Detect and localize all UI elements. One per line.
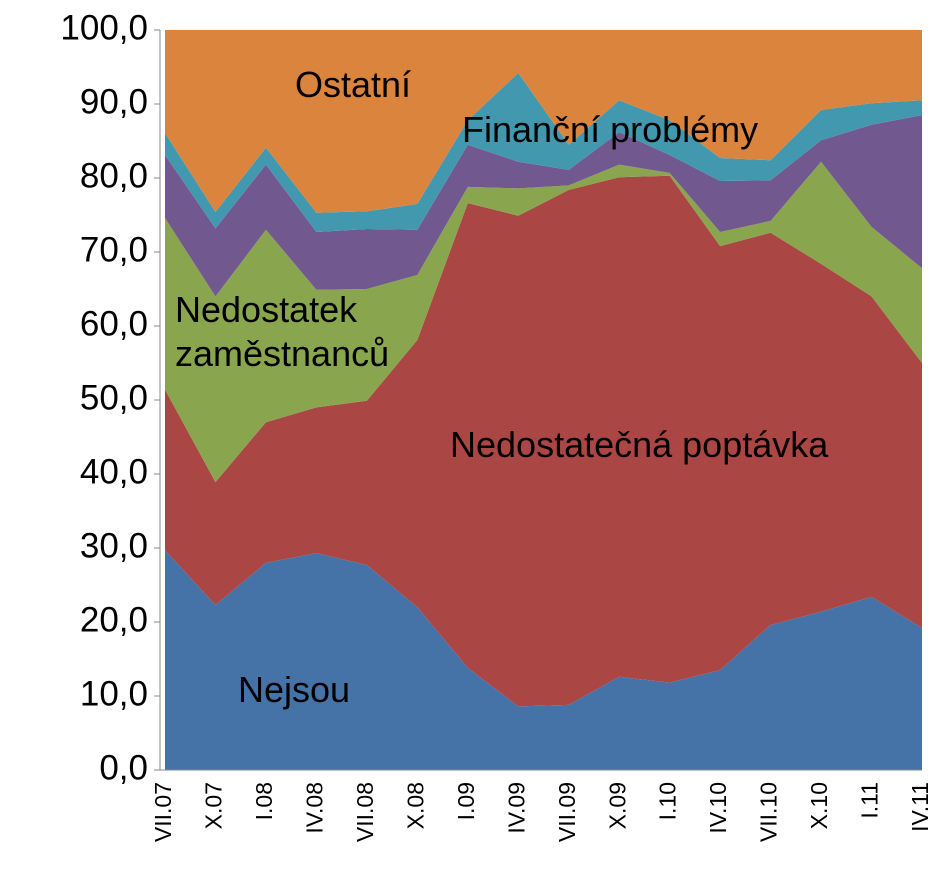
area xyxy=(165,161,922,483)
y-tick-label: 50,0 xyxy=(80,378,148,417)
series-label: Finanční problémy xyxy=(462,109,759,150)
y-tick-label: 20,0 xyxy=(80,600,148,639)
area xyxy=(165,550,922,770)
series-label: Nedostatečná poptávka xyxy=(450,424,829,465)
x-tick-label: I.10 xyxy=(655,782,681,820)
y-tick-label: 70,0 xyxy=(80,230,148,269)
x-tick-label: I.09 xyxy=(453,782,479,820)
area xyxy=(165,175,922,707)
area xyxy=(165,115,922,297)
x-tick-label: VII.10 xyxy=(756,782,782,842)
x-tick-label: VII.09 xyxy=(554,782,580,842)
y-tick-label: 60,0 xyxy=(80,304,148,343)
y-tick-label: 100,0 xyxy=(60,8,148,47)
series-label: Ostatní xyxy=(295,64,412,105)
x-tick-label: X.09 xyxy=(604,782,630,829)
x-tick-label: VII.07 xyxy=(150,782,176,842)
x-tick-label: I.11 xyxy=(857,782,883,819)
series-label: Nedostatek zaměstnanců xyxy=(175,289,390,374)
x-tick-label: X.10 xyxy=(806,782,832,829)
y-tick-label: 30,0 xyxy=(80,526,148,565)
y-tick-label: 90,0 xyxy=(80,82,148,121)
x-tick-label: X.08 xyxy=(402,782,428,829)
x-tick-label: X.07 xyxy=(201,782,227,829)
x-tick-label: I.08 xyxy=(251,782,277,820)
y-tick-label: 40,0 xyxy=(80,452,148,491)
x-tick-label: IV.11 xyxy=(907,782,933,832)
x-tick-label: VII.08 xyxy=(352,782,378,842)
y-tick-label: 10,0 xyxy=(80,674,148,713)
x-tick-label: IV.09 xyxy=(503,782,529,834)
y-tick-label: 80,0 xyxy=(80,156,148,195)
area xyxy=(165,30,922,213)
series-label: Nejsou xyxy=(238,669,351,710)
y-tick-label: 0,0 xyxy=(99,748,148,787)
area xyxy=(165,72,922,233)
x-tick-label: IV.10 xyxy=(705,782,731,834)
x-tick-label: IV.08 xyxy=(301,782,327,834)
